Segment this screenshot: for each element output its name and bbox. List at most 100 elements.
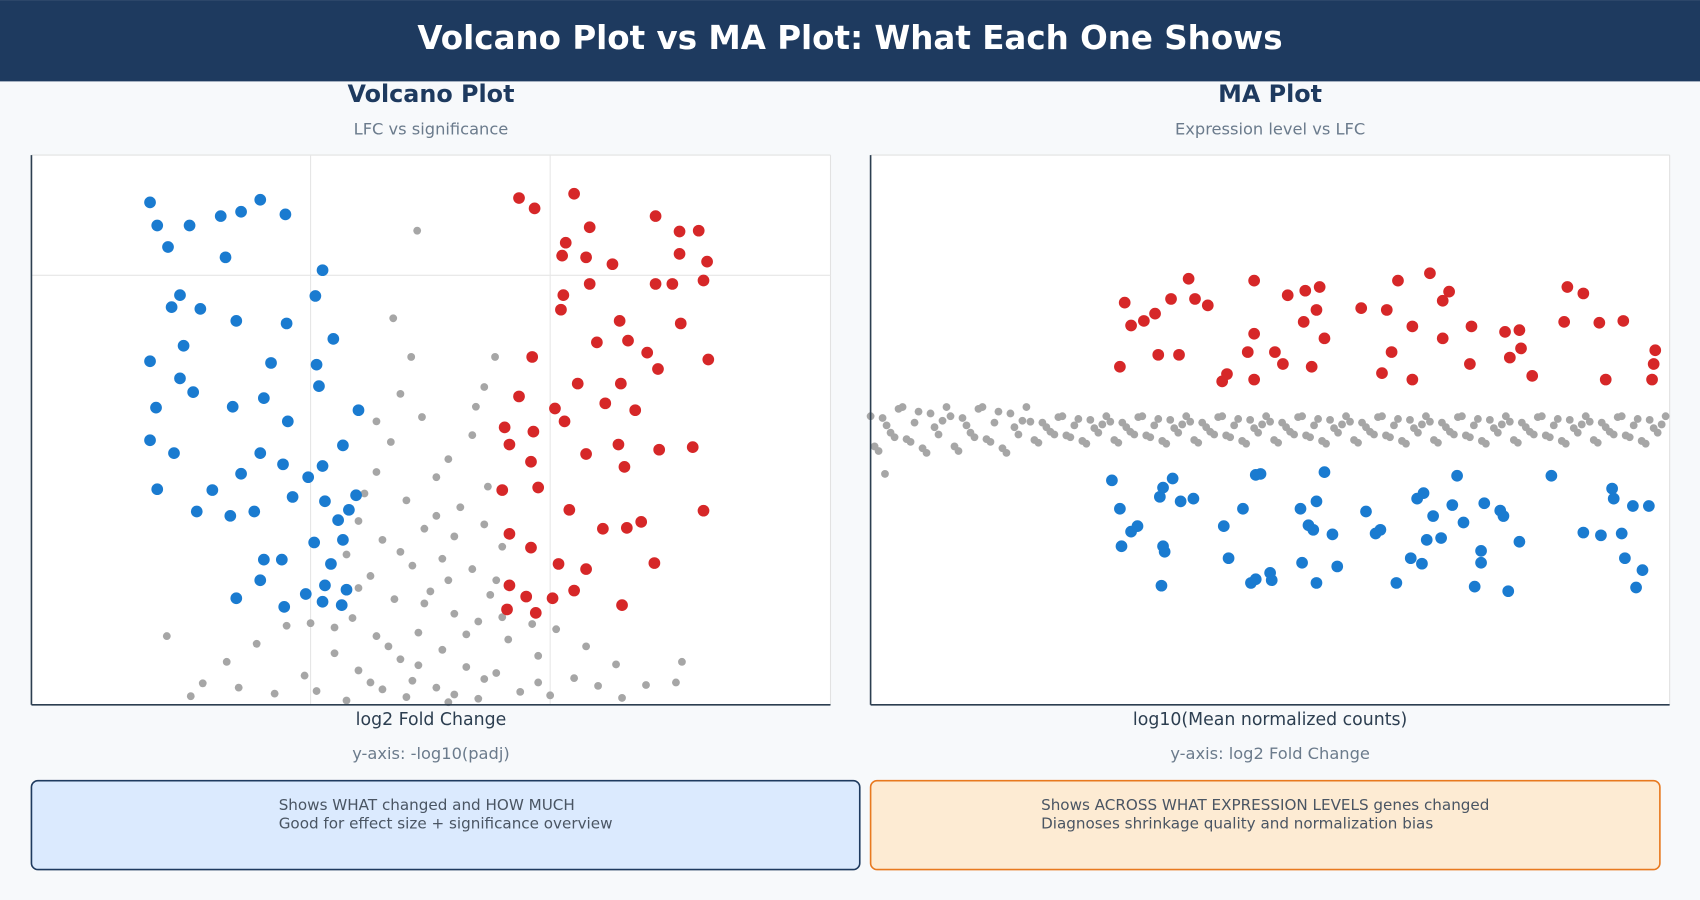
data-point — [612, 660, 620, 669]
data-point — [226, 400, 239, 413]
data-point — [692, 224, 705, 237]
data-point — [282, 621, 291, 630]
data-point — [316, 264, 329, 277]
data-point — [1262, 412, 1271, 421]
data-point — [1106, 474, 1118, 487]
data-point — [1649, 344, 1662, 357]
data-point — [432, 511, 441, 520]
plot-area — [31, 155, 831, 705]
data-point — [1131, 520, 1144, 532]
data-point — [1380, 304, 1393, 316]
data-point — [1517, 418, 1526, 427]
data-point — [629, 404, 642, 417]
data-point — [962, 421, 971, 430]
data-point — [340, 583, 353, 596]
data-point — [1254, 428, 1263, 437]
data-point — [1473, 415, 1482, 423]
data-point — [642, 681, 650, 689]
data-point — [1338, 420, 1346, 429]
data-point — [1265, 574, 1278, 587]
data-point — [1565, 415, 1574, 424]
data-point — [1595, 529, 1607, 542]
data-point — [1198, 418, 1207, 427]
data-point — [1010, 423, 1019, 432]
data-point — [618, 694, 626, 702]
data-point — [1581, 412, 1590, 421]
data-point — [254, 193, 267, 206]
data-point — [1269, 346, 1281, 358]
data-point — [612, 438, 625, 451]
data-point — [1646, 373, 1658, 386]
data-point — [583, 221, 596, 234]
data-point — [902, 435, 911, 444]
data-point — [1607, 492, 1620, 505]
data-point — [1086, 415, 1095, 424]
data-point — [1499, 326, 1511, 338]
data-point — [335, 599, 348, 612]
data-point — [1549, 421, 1558, 430]
data-point — [402, 693, 411, 701]
data-point — [1657, 420, 1666, 429]
data-point — [1314, 415, 1322, 423]
data-point — [177, 339, 190, 352]
data-point — [546, 592, 559, 605]
data-point — [1297, 315, 1310, 328]
data-point — [348, 614, 357, 622]
data-point — [350, 489, 362, 502]
data-point — [1254, 468, 1267, 480]
data-point — [1313, 281, 1326, 293]
data-point — [1485, 415, 1494, 424]
data-point — [1054, 413, 1063, 422]
data-point — [580, 563, 592, 575]
data-point — [516, 687, 525, 696]
data-point — [1573, 428, 1582, 437]
data-point — [520, 590, 533, 603]
data-point — [930, 423, 939, 432]
data-point — [396, 548, 405, 556]
data-point — [910, 418, 919, 427]
data-point — [214, 210, 227, 222]
data-point — [462, 663, 471, 671]
data-point — [1038, 418, 1047, 427]
data-point — [881, 470, 889, 478]
data-point — [1030, 436, 1039, 444]
data-point — [1174, 428, 1183, 437]
note-text: Good for effect size + significance over… — [279, 815, 613, 833]
data-point — [1418, 420, 1426, 429]
data-point — [1515, 342, 1527, 355]
data-point — [174, 289, 186, 301]
data-point — [474, 694, 483, 703]
data-point — [492, 669, 501, 677]
data-point — [678, 657, 686, 666]
data-point — [396, 389, 405, 398]
data-point — [559, 236, 572, 249]
data-point — [702, 353, 715, 366]
x-axis-label: log2 Fold Change — [356, 710, 507, 730]
data-point — [1258, 420, 1267, 429]
data-point — [1125, 319, 1137, 332]
data-point — [525, 541, 537, 554]
data-point — [498, 613, 507, 622]
note-text: Shows ACROSS WHAT EXPRESSION LEVELS gene… — [1041, 796, 1489, 814]
data-point — [444, 455, 453, 464]
data-point — [1206, 427, 1215, 436]
data-point — [958, 414, 967, 422]
data-point — [1645, 415, 1654, 424]
data-point — [870, 442, 879, 451]
data-point — [503, 579, 516, 592]
y-axis-note: y-axis: log2 Fold Change — [1170, 744, 1370, 763]
data-point — [556, 249, 568, 262]
data-point — [1390, 577, 1403, 589]
data-point — [1318, 466, 1331, 478]
data-point — [1426, 417, 1434, 426]
data-point — [1346, 417, 1354, 426]
data-point — [168, 447, 180, 459]
data-point — [162, 241, 174, 253]
data-point — [1509, 436, 1518, 444]
data-point — [1342, 412, 1350, 421]
x-axis-label: log10(Mean normalized counts) — [1133, 710, 1407, 730]
data-point — [1376, 367, 1388, 379]
data-point — [1022, 403, 1031, 411]
data-point — [471, 402, 480, 411]
